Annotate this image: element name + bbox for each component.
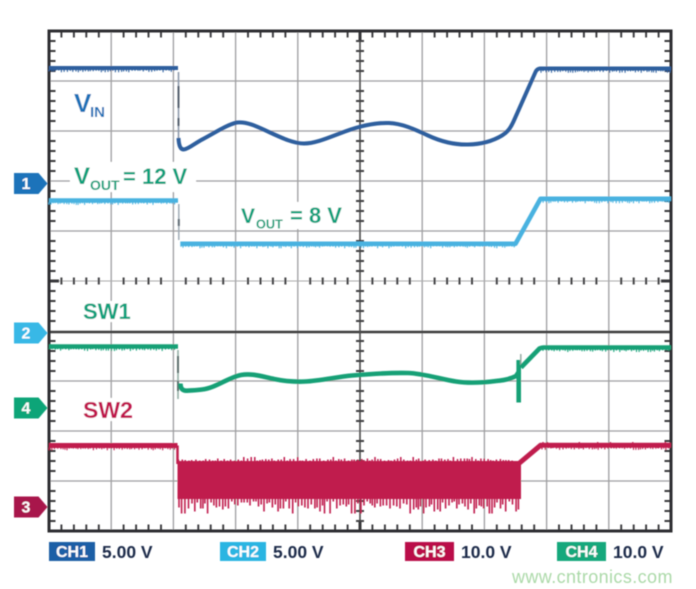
svg-text:10.0 V: 10.0 V [461,542,512,562]
svg-text:CH1: CH1 [56,544,88,561]
svg-text:V: V [74,88,92,118]
svg-text:2: 2 [22,326,31,343]
svg-text:SW1: SW1 [83,299,131,324]
svg-text:5.00 V: 5.00 V [273,542,324,562]
svg-text:CH4: CH4 [565,544,597,561]
svg-text:= 8 V: = 8 V [290,203,342,228]
svg-text:5.00 V: 5.00 V [102,542,153,562]
svg-text:4: 4 [22,401,31,418]
svg-text:V: V [74,163,90,190]
svg-text:= 12 V: = 12 V [123,164,188,189]
svg-text:CH3: CH3 [413,544,445,561]
svg-text:www.cntronics.com: www.cntronics.com [511,567,673,587]
svg-text:V: V [241,205,255,228]
svg-text:OUT: OUT [256,218,283,232]
svg-text:IN: IN [90,104,105,121]
svg-text:3: 3 [22,500,31,517]
svg-text:10.0 V: 10.0 V [613,542,664,562]
svg-text:1: 1 [22,176,31,193]
svg-text:CH2: CH2 [227,544,259,561]
svg-text:OUT: OUT [90,177,120,193]
svg-text:SW2: SW2 [83,397,133,423]
